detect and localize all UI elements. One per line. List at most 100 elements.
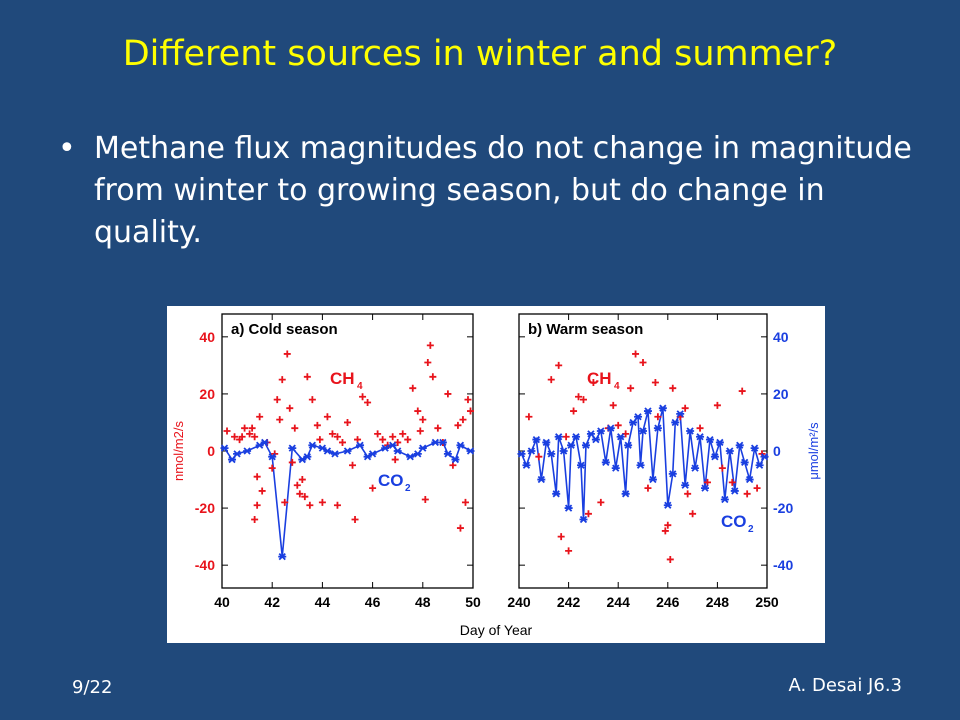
co2-point xyxy=(579,515,588,524)
co2-point xyxy=(343,447,352,455)
co2-point xyxy=(606,424,615,432)
x-tick-label: 250 xyxy=(755,594,779,610)
slide-title: Different sources in winter and summer? xyxy=(122,34,838,74)
co2-point xyxy=(663,501,672,509)
ch4-point xyxy=(654,413,662,421)
ch4-point xyxy=(256,413,264,421)
ch4-point xyxy=(281,498,289,506)
ch4-point xyxy=(328,430,336,438)
co2-point xyxy=(517,450,526,458)
co2-point xyxy=(725,447,734,455)
x-tick-label: 240 xyxy=(507,594,531,610)
co2-point xyxy=(577,461,585,469)
co2-point xyxy=(527,447,536,455)
co2-point xyxy=(629,418,638,427)
ch4-label-subscript: 4 xyxy=(357,381,363,392)
co2-point xyxy=(634,413,643,421)
y-tick-label-ch4: 20 xyxy=(199,386,215,402)
y-tick-label-ch4: 0 xyxy=(207,443,215,459)
ch4-point xyxy=(313,421,321,429)
ch4-point xyxy=(444,390,452,398)
co2-point xyxy=(466,447,475,455)
ch4-point xyxy=(278,376,286,384)
co2-point xyxy=(639,427,647,435)
ch4-point xyxy=(318,498,326,506)
co2-point xyxy=(554,433,563,441)
co2-point xyxy=(268,453,277,461)
ch4-point xyxy=(338,438,346,446)
ch4-point xyxy=(333,433,341,441)
co2-point xyxy=(601,458,610,467)
co2-point xyxy=(730,487,739,495)
co2-point xyxy=(596,427,605,435)
y-tick-label-co2: 40 xyxy=(773,329,789,345)
ch4-point xyxy=(454,421,462,429)
ch4-point xyxy=(258,487,266,495)
ch4-point xyxy=(231,433,239,441)
y-tick-label-co2: -20 xyxy=(773,500,793,516)
co2-point xyxy=(701,484,709,492)
co2-point xyxy=(537,475,546,484)
ch4-point xyxy=(344,418,351,426)
co2-label: CO xyxy=(721,512,747,531)
co2-series-line xyxy=(223,441,471,557)
panel-title: a) Cold season xyxy=(231,321,338,338)
ch4-label: CH xyxy=(330,369,355,388)
co2-point xyxy=(381,444,390,452)
co2-point xyxy=(611,464,620,472)
ch4-point xyxy=(555,361,563,369)
co2-point xyxy=(740,458,749,467)
ch4-point xyxy=(614,421,622,429)
co2-point xyxy=(572,433,581,441)
co2-point xyxy=(542,438,551,447)
co2-point xyxy=(552,490,561,498)
y-tick-label-ch4: 40 xyxy=(199,329,215,345)
ch4-point xyxy=(298,476,306,484)
ch4-point xyxy=(627,384,635,392)
co2-point xyxy=(658,404,667,412)
x-axis-title: Day of Year xyxy=(460,622,533,638)
co2-point xyxy=(356,441,365,449)
ch4-point xyxy=(246,430,254,438)
x-tick-label: 246 xyxy=(656,594,680,610)
y-axis-title-left: nmol/m2/s xyxy=(171,421,186,481)
panel-title: b) Warm season xyxy=(528,321,643,338)
x-tick-label: 42 xyxy=(264,594,280,610)
co2-point xyxy=(564,504,573,512)
ch4-point xyxy=(639,359,647,367)
ch4-point xyxy=(753,484,761,492)
ch4-point xyxy=(306,501,314,509)
co2-point xyxy=(705,435,714,444)
co2-series-line xyxy=(520,407,766,520)
ch4-point xyxy=(718,464,726,472)
ch4-point xyxy=(303,373,311,381)
co2-point xyxy=(443,450,452,458)
ch4-point xyxy=(286,404,294,412)
ch4-point xyxy=(291,424,299,432)
author-credit: A. Desai J6.3 xyxy=(788,675,902,696)
ch4-point xyxy=(728,478,736,486)
ch4-point xyxy=(238,433,246,441)
ch4-point xyxy=(743,490,751,498)
x-tick-label: 44 xyxy=(315,594,331,610)
ch4-point xyxy=(434,424,442,432)
co2-point xyxy=(388,441,397,449)
ch4-point xyxy=(293,481,301,489)
ch4-point xyxy=(288,458,296,466)
ch4-label-subscript: 4 xyxy=(614,381,620,392)
ch4-point xyxy=(562,433,570,441)
x-tick-label: 242 xyxy=(557,594,581,610)
x-tick-label: 46 xyxy=(365,594,381,610)
flux-figure: 40 42 44 46 48 50 40 20 0 -20 -40 a) Cold season CH 4… xyxy=(167,306,825,643)
co2-point xyxy=(616,433,625,441)
co2-point xyxy=(220,444,229,452)
ch4-point xyxy=(333,501,341,509)
ch4-point xyxy=(399,430,407,438)
ch4-label: CH xyxy=(587,369,612,388)
x-tick-label: 244 xyxy=(607,594,631,610)
co2-point xyxy=(586,430,595,438)
x-tick-label: 248 xyxy=(706,594,730,610)
ch4-point xyxy=(308,396,316,404)
co2-point xyxy=(591,435,600,444)
